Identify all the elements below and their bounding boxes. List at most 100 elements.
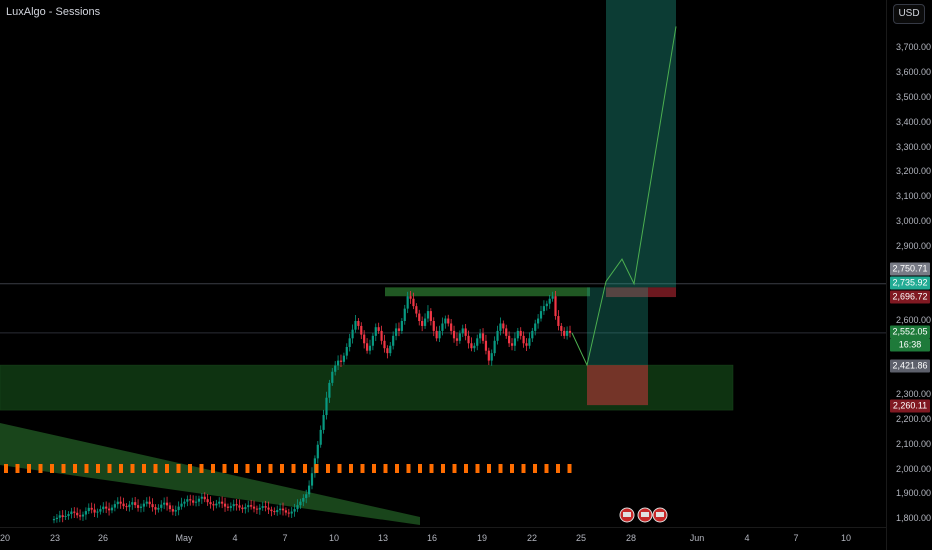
session-marker: [153, 464, 158, 473]
candle-body: [316, 444, 319, 459]
stop-loss-zone-2: [587, 365, 648, 406]
session-marker: [38, 464, 43, 473]
candle-body: [58, 515, 61, 518]
candle-body: [473, 345, 476, 349]
candle-body: [255, 508, 259, 510]
candle-body: [429, 311, 432, 321]
time-tick: 13: [377, 533, 389, 543]
session-marker: [475, 464, 480, 473]
candle-body: [334, 365, 337, 372]
candle-body: [264, 506, 267, 508]
session-marker: [395, 464, 399, 473]
candle-body: [128, 504, 131, 508]
time-tick: 10: [328, 533, 340, 543]
candle-body: [374, 327, 377, 336]
indicator-title: LuxAlgo - Sessions: [6, 6, 101, 18]
descending-channel: [0, 423, 420, 525]
session-marker: [27, 464, 31, 473]
candle-body: [426, 311, 430, 319]
candle-body: [157, 507, 160, 510]
candle-body: [461, 328, 464, 334]
time-tick: 26: [97, 533, 109, 543]
candle-body: [479, 333, 482, 339]
session-marker: [349, 464, 353, 473]
candle-body: [560, 325, 563, 331]
candle-body: [476, 338, 479, 346]
candle-body: [194, 501, 198, 503]
candle-body: [52, 519, 56, 521]
candle-body: [444, 318, 447, 324]
candle-body: [107, 508, 111, 511]
candle-body: [163, 502, 166, 505]
candle-body: [519, 330, 522, 336]
candle-body: [406, 296, 409, 309]
candle-body: [154, 507, 157, 510]
candle-body: [397, 328, 401, 331]
candle-body: [250, 505, 253, 507]
candle-body: [415, 306, 418, 314]
projection-path: [571, 26, 677, 367]
candle-body: [537, 318, 540, 324]
candle-body: [261, 506, 264, 508]
time-tick: May: [175, 533, 193, 543]
candle-body: [484, 340, 488, 351]
candle-body: [241, 507, 244, 510]
candle-body: [218, 501, 221, 504]
candle-body: [400, 321, 403, 331]
candle-body: [148, 501, 151, 505]
time-axis-divider: [0, 527, 886, 528]
event-flag-icon: [619, 507, 635, 523]
candle-body: [61, 515, 64, 518]
time-tick: 19: [476, 533, 488, 543]
session-marker: [61, 464, 66, 473]
candle-body: [508, 335, 511, 344]
candle-body: [363, 334, 366, 344]
candle-body: [110, 507, 114, 511]
candle-body: [542, 306, 546, 312]
candle-body: [528, 338, 531, 346]
time-tick: 16: [426, 533, 438, 543]
time-tick: 7: [282, 533, 288, 543]
candle-body: [557, 316, 560, 326]
session-marker: [4, 464, 8, 473]
candle-body: [325, 397, 328, 416]
price-tick: 3,600.00: [896, 67, 932, 77]
candle-body: [279, 508, 282, 511]
candle-body: [502, 323, 505, 329]
price-tick: 3,200.00: [896, 166, 932, 176]
time-tick: 4: [232, 533, 238, 543]
session-marker: [487, 464, 491, 473]
candle-body: [568, 330, 572, 333]
price-tick: 3,700.00: [896, 42, 932, 52]
time-tick: 22: [526, 533, 538, 543]
candle-body: [534, 323, 537, 331]
candle-body: [513, 338, 517, 346]
session-marker: [73, 464, 77, 473]
candle-body: [206, 499, 209, 503]
candle-body: [467, 335, 470, 344]
candle-body: [67, 514, 70, 517]
candle-body: [55, 517, 58, 519]
candle-body: [192, 500, 195, 503]
time-tick: 25: [575, 533, 587, 543]
session-marker: [199, 464, 204, 473]
session-marker: [326, 464, 330, 473]
demand-zone: [0, 364, 734, 411]
time-tick: 7: [793, 533, 799, 543]
candle-body: [432, 321, 435, 331]
candle-body: [258, 507, 261, 510]
candle-body: [458, 333, 461, 341]
candle-body: [102, 506, 105, 510]
price-badge-countdown: 16:38: [890, 338, 930, 352]
time-tick: 23: [49, 533, 61, 543]
candle-body: [70, 511, 73, 515]
take-profit-zone-2: [587, 287, 648, 366]
candle-body: [308, 485, 311, 495]
candle-body: [322, 415, 325, 430]
resistance-zone: [385, 287, 590, 297]
candle-body: [168, 505, 172, 510]
currency-button[interactable]: USD: [893, 4, 925, 24]
candle-body: [76, 512, 79, 516]
price-tick: 3,500.00: [896, 92, 932, 102]
